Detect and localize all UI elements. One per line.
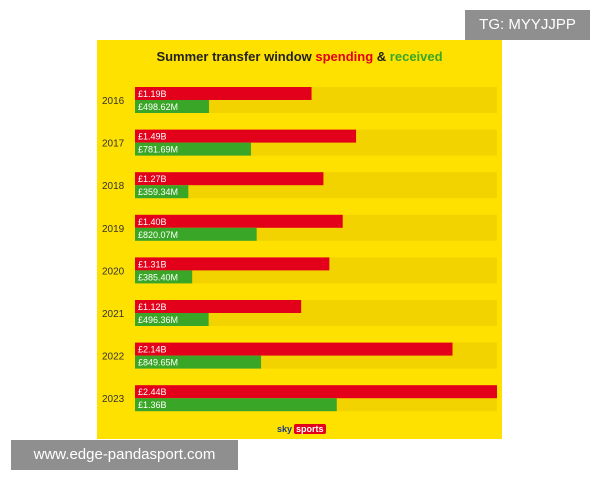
received-value-label: £385.40M: [138, 272, 178, 282]
year-label: 2016: [102, 96, 125, 107]
received-value-label: £498.62M: [138, 102, 178, 112]
spending-value-label: £2.44B: [138, 387, 167, 397]
spending-value-label: £1.40B: [138, 217, 167, 227]
title-part-received: received: [389, 49, 443, 64]
bar-chart: 2016 £1.19B £498.62M 2017 £1.49B £781.69M 2018…: [102, 87, 497, 412]
spending-bar: [135, 257, 330, 271]
spending-value-label: £1.19B: [138, 89, 167, 99]
tg-watermark: TG: MYYJJPP: [465, 10, 590, 40]
spending-bar: [135, 300, 302, 313]
received-value-label: £496.36M: [138, 315, 178, 325]
year-label: 2018: [102, 181, 125, 192]
site-watermark: www.edge-pandasport.com: [11, 440, 238, 470]
received-bar: [135, 227, 257, 241]
received-bar: [135, 185, 189, 199]
received-bar: [135, 142, 251, 156]
logo-sports: sports: [294, 424, 326, 434]
received-value-label: £849.65M: [138, 358, 178, 368]
spending-bar: [135, 172, 324, 186]
spending-bar: [135, 87, 312, 100]
received-bar: [135, 270, 193, 284]
year-label: 2023: [102, 394, 125, 405]
sky-sports-logo: sky sports: [277, 424, 326, 434]
logo-sky: sky: [277, 424, 293, 434]
title-part-amp: &: [376, 49, 387, 64]
spending-value-label: £1.31B: [138, 259, 167, 269]
spending-value-label: £1.49B: [138, 132, 167, 142]
year-label: 2022: [102, 352, 125, 363]
title-part-spending: spending: [315, 49, 374, 64]
title-part-main: Summer transfer window: [156, 49, 312, 64]
chart-panel: Summer transfer window spending & receiv…: [97, 40, 502, 439]
received-bar: [135, 313, 209, 326]
received-value-label: £1.36B: [138, 400, 167, 410]
year-label: 2017: [102, 139, 125, 150]
received-value-label: £820.07M: [138, 230, 178, 240]
received-bar: [135, 398, 337, 412]
received-value-label: £359.34M: [138, 187, 178, 197]
spending-value-label: £2.14B: [138, 345, 167, 355]
spending-bar: [135, 342, 453, 356]
received-bar: [135, 100, 209, 113]
spending-value-label: £1.27B: [138, 174, 167, 184]
year-label: 2020: [102, 266, 125, 277]
spending-bar: [135, 385, 497, 399]
chart-title: Summer transfer window spending & receiv…: [97, 49, 502, 64]
spending-bar: [135, 129, 357, 143]
year-label: 2021: [102, 309, 125, 320]
year-label: 2019: [102, 224, 125, 235]
received-bar: [135, 355, 262, 369]
received-value-label: £781.69M: [138, 145, 178, 155]
spending-value-label: £1.12B: [138, 302, 167, 312]
spending-bar: [135, 214, 343, 228]
